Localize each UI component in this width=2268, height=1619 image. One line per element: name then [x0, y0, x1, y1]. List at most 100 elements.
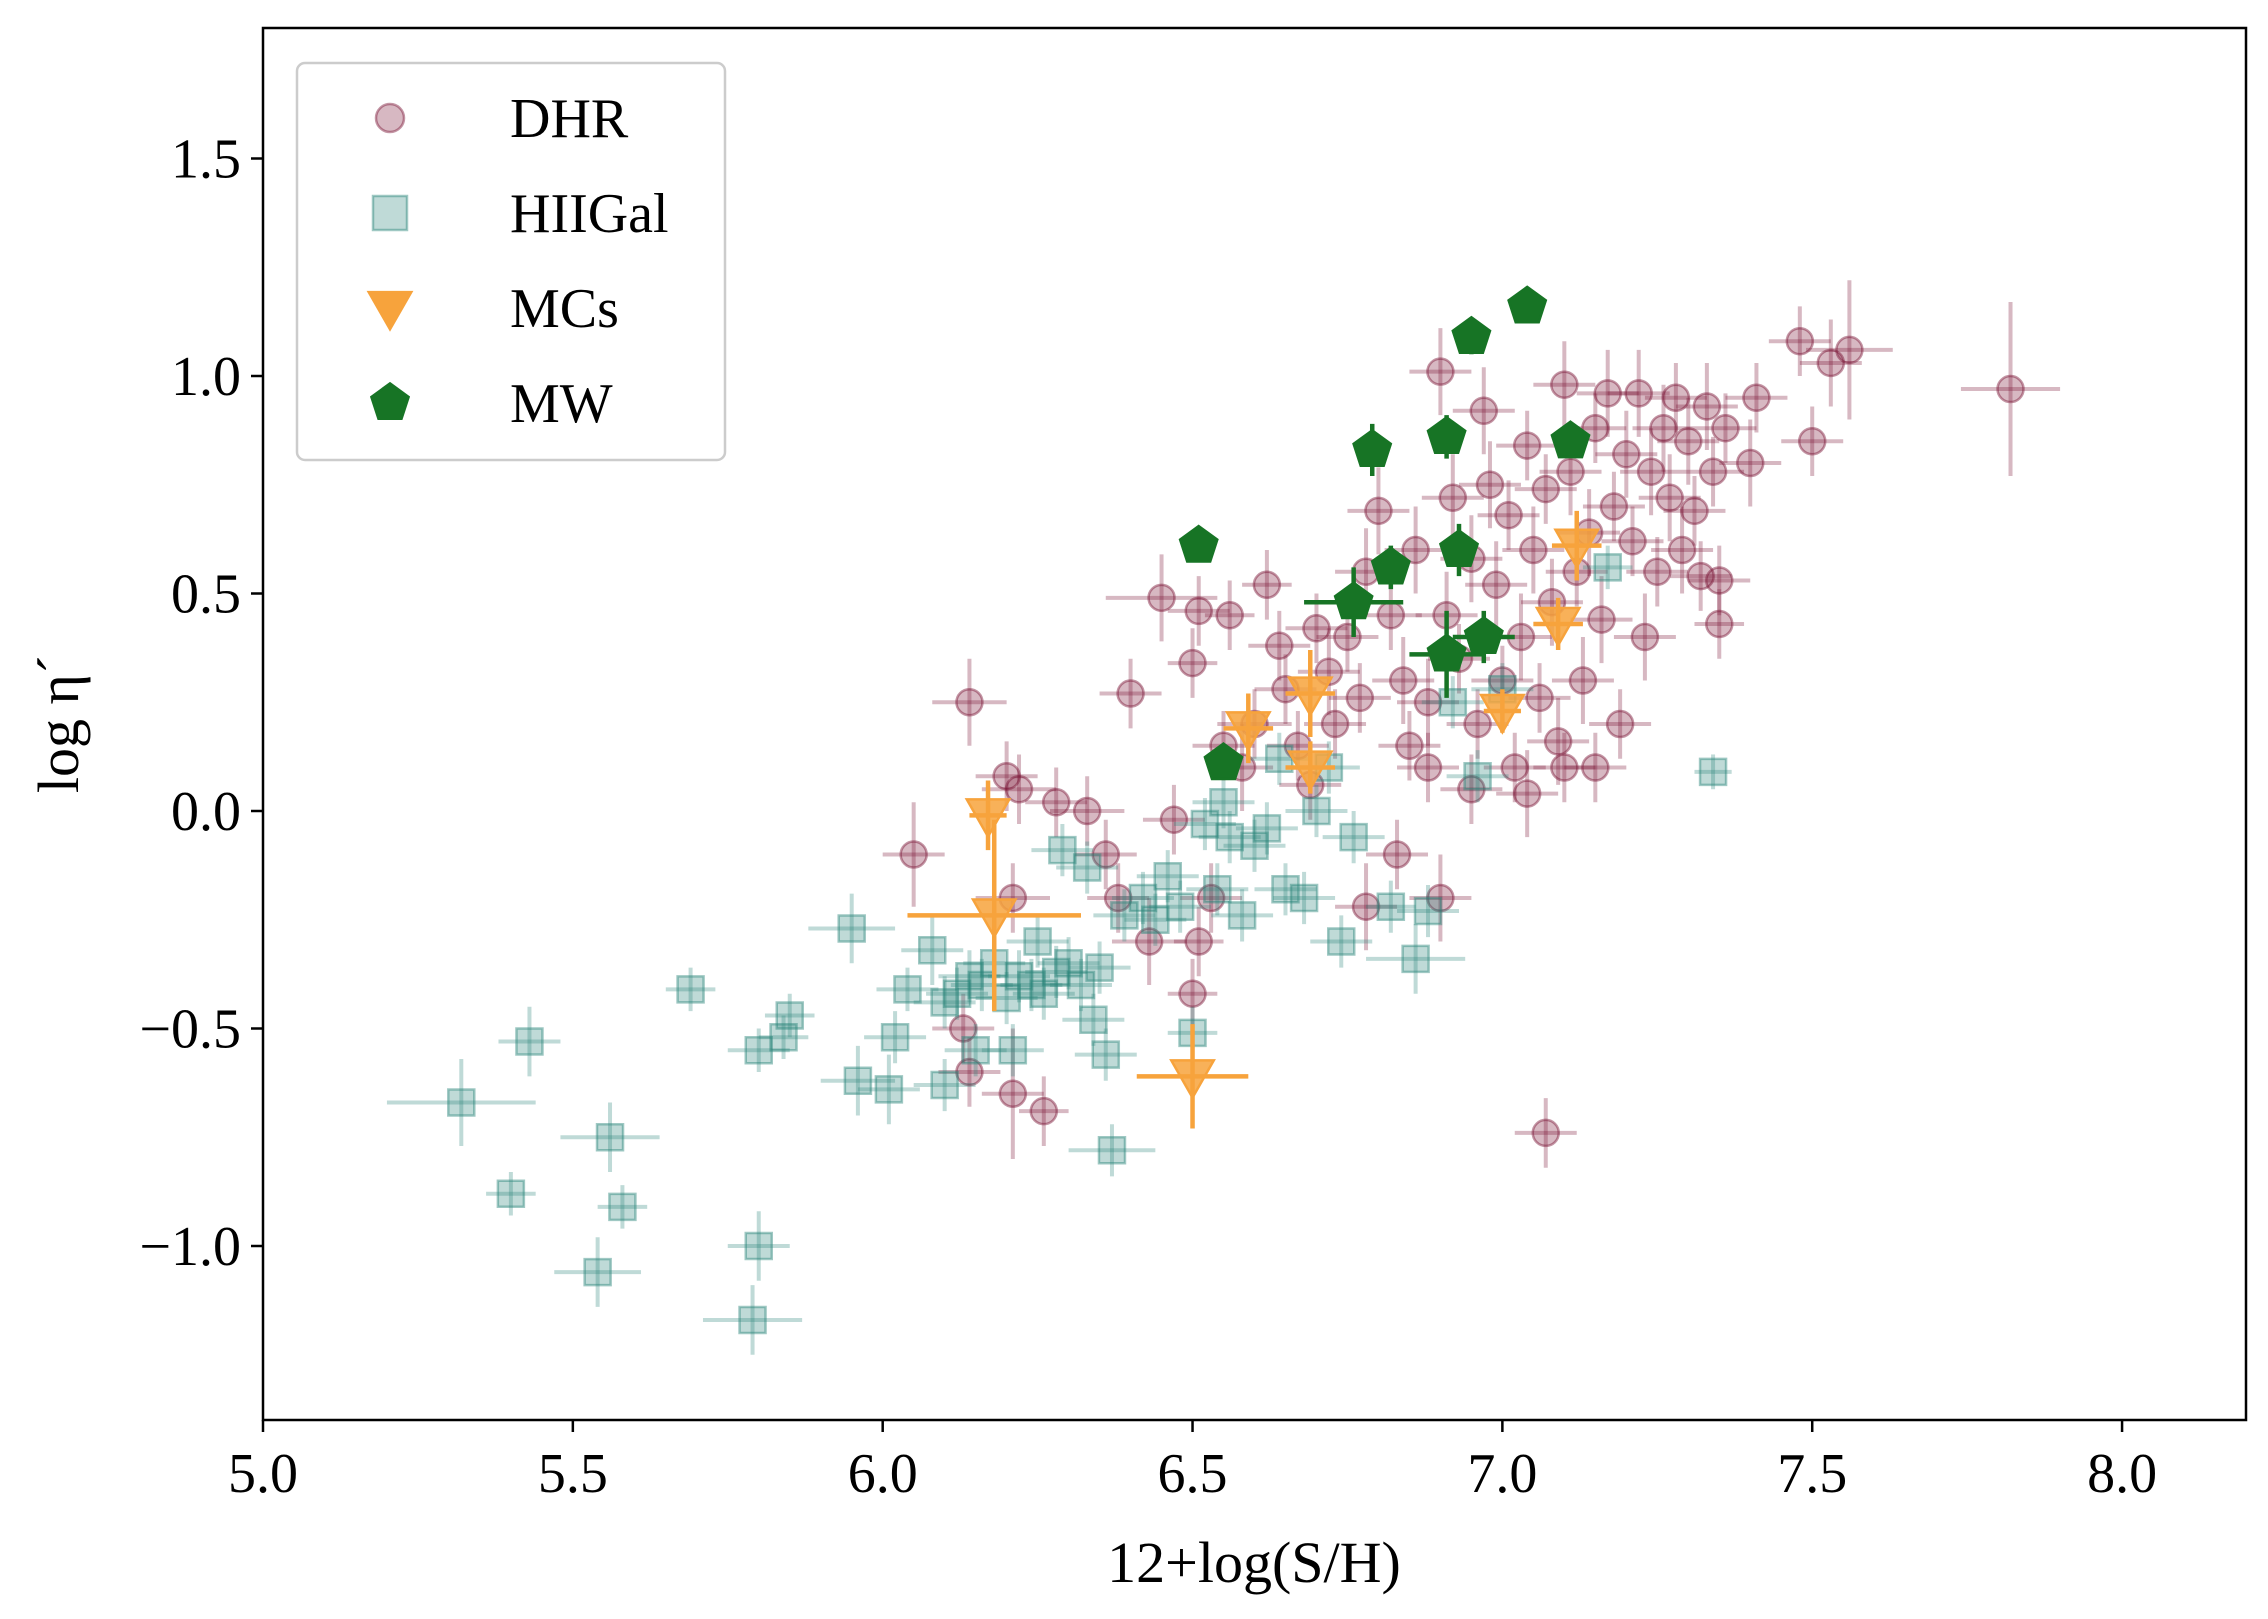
marker-triangle-down	[964, 798, 1012, 840]
x-tick-label: 5.5	[538, 1443, 608, 1505]
y-tick-label: 1.0	[171, 346, 241, 408]
data-point	[1397, 884, 1459, 938]
data-point	[1657, 397, 1720, 485]
data-point	[932, 993, 995, 1064]
data-point	[1050, 958, 1112, 1012]
x-tick-label: 8.0	[2087, 1443, 2157, 1505]
data-point	[1694, 589, 1745, 659]
data-point	[1644, 362, 1707, 433]
marker-circle	[1550, 370, 1579, 399]
marker-triangle-down	[1478, 693, 1526, 735]
marker-circle	[1351, 892, 1381, 921]
marker-square	[1215, 822, 1244, 852]
marker-square	[942, 979, 972, 1008]
data-point	[1514, 1098, 1577, 1168]
marker-circle	[1215, 601, 1244, 630]
marker-square	[1190, 809, 1220, 839]
marker-circle	[1196, 883, 1226, 913]
marker-circle	[1426, 357, 1455, 386]
marker-circle	[1556, 457, 1585, 486]
data-point	[665, 967, 716, 1012]
marker-circle	[1692, 392, 1722, 421]
data-point	[876, 967, 939, 1012]
data-point	[1451, 315, 1492, 355]
data-point	[857, 1054, 920, 1125]
marker-triangle-down	[970, 898, 1018, 940]
marker-circle	[1438, 483, 1468, 513]
marker-triangle-down	[1169, 1059, 1216, 1101]
legend-marker-triangle-down	[366, 290, 414, 332]
marker-pentagon	[1370, 546, 1411, 585]
data-point	[764, 993, 815, 1038]
data-point	[1173, 906, 1224, 977]
data-point	[1675, 362, 1738, 450]
data-point	[1178, 524, 1219, 563]
data-point	[1322, 811, 1385, 864]
y-tick-label: 0.0	[171, 781, 241, 843]
data-point	[882, 802, 945, 907]
marker-square	[744, 1036, 773, 1065]
marker-square	[955, 962, 984, 991]
marker-square	[1401, 944, 1430, 974]
data-point	[1304, 567, 1404, 637]
data-point	[1173, 797, 1236, 851]
data-point	[1694, 393, 1757, 463]
data-point	[1223, 819, 1286, 872]
marker-circle	[1630, 622, 1660, 652]
data-point	[1254, 863, 1317, 916]
data-point	[1576, 349, 1639, 437]
marker-square	[893, 975, 922, 1004]
data-point	[1768, 306, 1831, 376]
marker-circle	[1147, 583, 1176, 613]
marker-square	[1463, 761, 1492, 791]
data-point	[1514, 454, 1577, 524]
data-point	[727, 1028, 790, 1072]
data-point	[1626, 536, 1689, 607]
marker-circle	[1661, 383, 1691, 412]
data-point	[1111, 871, 1174, 925]
data-point	[808, 893, 896, 964]
data-point	[1446, 689, 1509, 759]
data-point	[1589, 689, 1652, 759]
data-point	[975, 741, 1038, 811]
data-point	[1056, 841, 1119, 894]
marker-circle	[1816, 348, 1846, 378]
data-point	[1781, 406, 1844, 477]
data-point	[1062, 993, 1125, 1046]
marker-circle	[1605, 709, 1635, 739]
data-point	[1111, 898, 1187, 985]
legend-marker-square	[371, 194, 409, 232]
data-point	[1458, 441, 1521, 529]
data-point	[1607, 349, 1670, 437]
data-point	[1025, 945, 1088, 999]
marker-square	[1128, 883, 1158, 913]
data-point	[1426, 415, 1467, 459]
marker-square	[595, 1123, 625, 1152]
x-tick-label: 5.0	[228, 1443, 298, 1505]
marker-circle	[1785, 326, 1815, 356]
marker-circle	[1705, 609, 1734, 639]
data-point	[1378, 710, 1441, 781]
legend: DHR HIIGal MCs MW	[295, 61, 727, 462]
data-point	[1285, 593, 1348, 664]
data-point	[1613, 593, 1676, 681]
series-hiigal	[386, 545, 1732, 1355]
marker-square	[1029, 979, 1059, 1008]
marker-circle	[1680, 496, 1709, 526]
data-point	[1397, 732, 1459, 803]
x-tick-label: 6.0	[848, 1443, 918, 1505]
data-point	[1527, 697, 1590, 785]
marker-circle	[1636, 457, 1666, 486]
marker-square	[1091, 1040, 1121, 1069]
x-tick-label: 6.5	[1158, 1443, 1228, 1505]
data-point	[1446, 750, 1509, 803]
marker-circle	[1333, 622, 1362, 652]
data-point	[1180, 863, 1243, 933]
data-point	[1242, 550, 1292, 620]
marker-circle	[899, 840, 928, 869]
data-point	[1384, 506, 1447, 594]
data-point	[820, 1045, 896, 1116]
data-point	[727, 1211, 790, 1281]
marker-square	[1271, 875, 1300, 904]
